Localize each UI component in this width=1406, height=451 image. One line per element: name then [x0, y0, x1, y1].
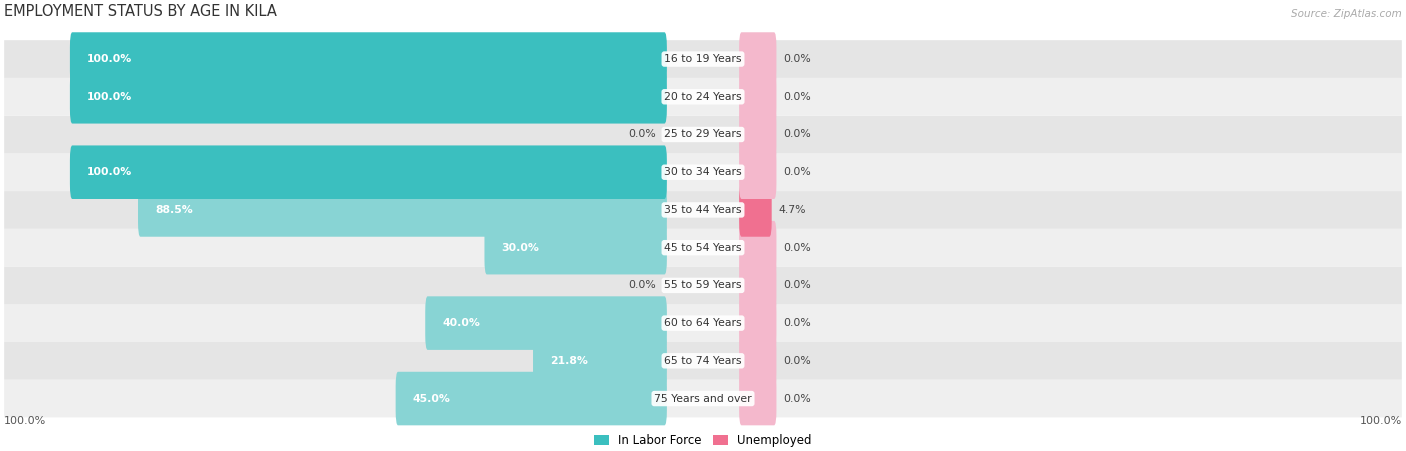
FancyBboxPatch shape [740, 296, 776, 350]
FancyBboxPatch shape [70, 145, 666, 199]
FancyBboxPatch shape [4, 267, 1402, 304]
Text: 100.0%: 100.0% [4, 416, 46, 426]
FancyBboxPatch shape [740, 70, 776, 124]
Text: 75 Years and over: 75 Years and over [654, 394, 752, 404]
FancyBboxPatch shape [740, 32, 776, 86]
Text: 0.0%: 0.0% [783, 54, 811, 64]
FancyBboxPatch shape [4, 153, 1402, 191]
Text: 0.0%: 0.0% [783, 318, 811, 328]
FancyBboxPatch shape [740, 372, 776, 425]
Text: 88.5%: 88.5% [155, 205, 193, 215]
Text: 100.0%: 100.0% [87, 167, 132, 177]
Text: 65 to 74 Years: 65 to 74 Years [664, 356, 742, 366]
FancyBboxPatch shape [4, 191, 1402, 229]
Text: 0.0%: 0.0% [783, 167, 811, 177]
Text: 0.0%: 0.0% [783, 394, 811, 404]
Legend: In Labor Force, Unemployed: In Labor Force, Unemployed [589, 429, 817, 451]
Text: 55 to 59 Years: 55 to 59 Years [664, 281, 742, 290]
Text: 40.0%: 40.0% [443, 318, 481, 328]
FancyBboxPatch shape [740, 108, 776, 161]
Text: 100.0%: 100.0% [87, 54, 132, 64]
Text: 0.0%: 0.0% [783, 243, 811, 253]
Text: Source: ZipAtlas.com: Source: ZipAtlas.com [1291, 9, 1402, 19]
Text: 0.0%: 0.0% [628, 129, 655, 139]
Text: 30 to 34 Years: 30 to 34 Years [664, 167, 742, 177]
Text: 16 to 19 Years: 16 to 19 Years [664, 54, 742, 64]
FancyBboxPatch shape [4, 78, 1402, 115]
Text: 0.0%: 0.0% [783, 356, 811, 366]
Text: 21.8%: 21.8% [550, 356, 588, 366]
Text: 0.0%: 0.0% [783, 281, 811, 290]
Text: 100.0%: 100.0% [1360, 416, 1402, 426]
FancyBboxPatch shape [138, 183, 666, 237]
FancyBboxPatch shape [4, 115, 1402, 153]
Text: 0.0%: 0.0% [628, 281, 655, 290]
Text: 45.0%: 45.0% [413, 394, 451, 404]
Text: 100.0%: 100.0% [87, 92, 132, 102]
FancyBboxPatch shape [395, 372, 666, 425]
FancyBboxPatch shape [740, 145, 776, 199]
FancyBboxPatch shape [4, 40, 1402, 78]
FancyBboxPatch shape [740, 183, 772, 237]
FancyBboxPatch shape [740, 258, 776, 312]
FancyBboxPatch shape [70, 70, 666, 124]
Text: 4.7%: 4.7% [778, 205, 806, 215]
Text: 35 to 44 Years: 35 to 44 Years [664, 205, 742, 215]
FancyBboxPatch shape [425, 296, 666, 350]
Text: 60 to 64 Years: 60 to 64 Years [664, 318, 742, 328]
FancyBboxPatch shape [4, 342, 1402, 380]
FancyBboxPatch shape [740, 334, 776, 387]
Text: 0.0%: 0.0% [783, 129, 811, 139]
FancyBboxPatch shape [4, 229, 1402, 267]
FancyBboxPatch shape [4, 380, 1402, 418]
Text: EMPLOYMENT STATUS BY AGE IN KILA: EMPLOYMENT STATUS BY AGE IN KILA [4, 5, 277, 19]
FancyBboxPatch shape [533, 334, 666, 387]
FancyBboxPatch shape [740, 221, 776, 275]
Text: 45 to 54 Years: 45 to 54 Years [664, 243, 742, 253]
Text: 20 to 24 Years: 20 to 24 Years [664, 92, 742, 102]
Text: 30.0%: 30.0% [502, 243, 540, 253]
Text: 0.0%: 0.0% [783, 92, 811, 102]
Text: 25 to 29 Years: 25 to 29 Years [664, 129, 742, 139]
FancyBboxPatch shape [4, 304, 1402, 342]
FancyBboxPatch shape [485, 221, 666, 275]
FancyBboxPatch shape [70, 32, 666, 86]
